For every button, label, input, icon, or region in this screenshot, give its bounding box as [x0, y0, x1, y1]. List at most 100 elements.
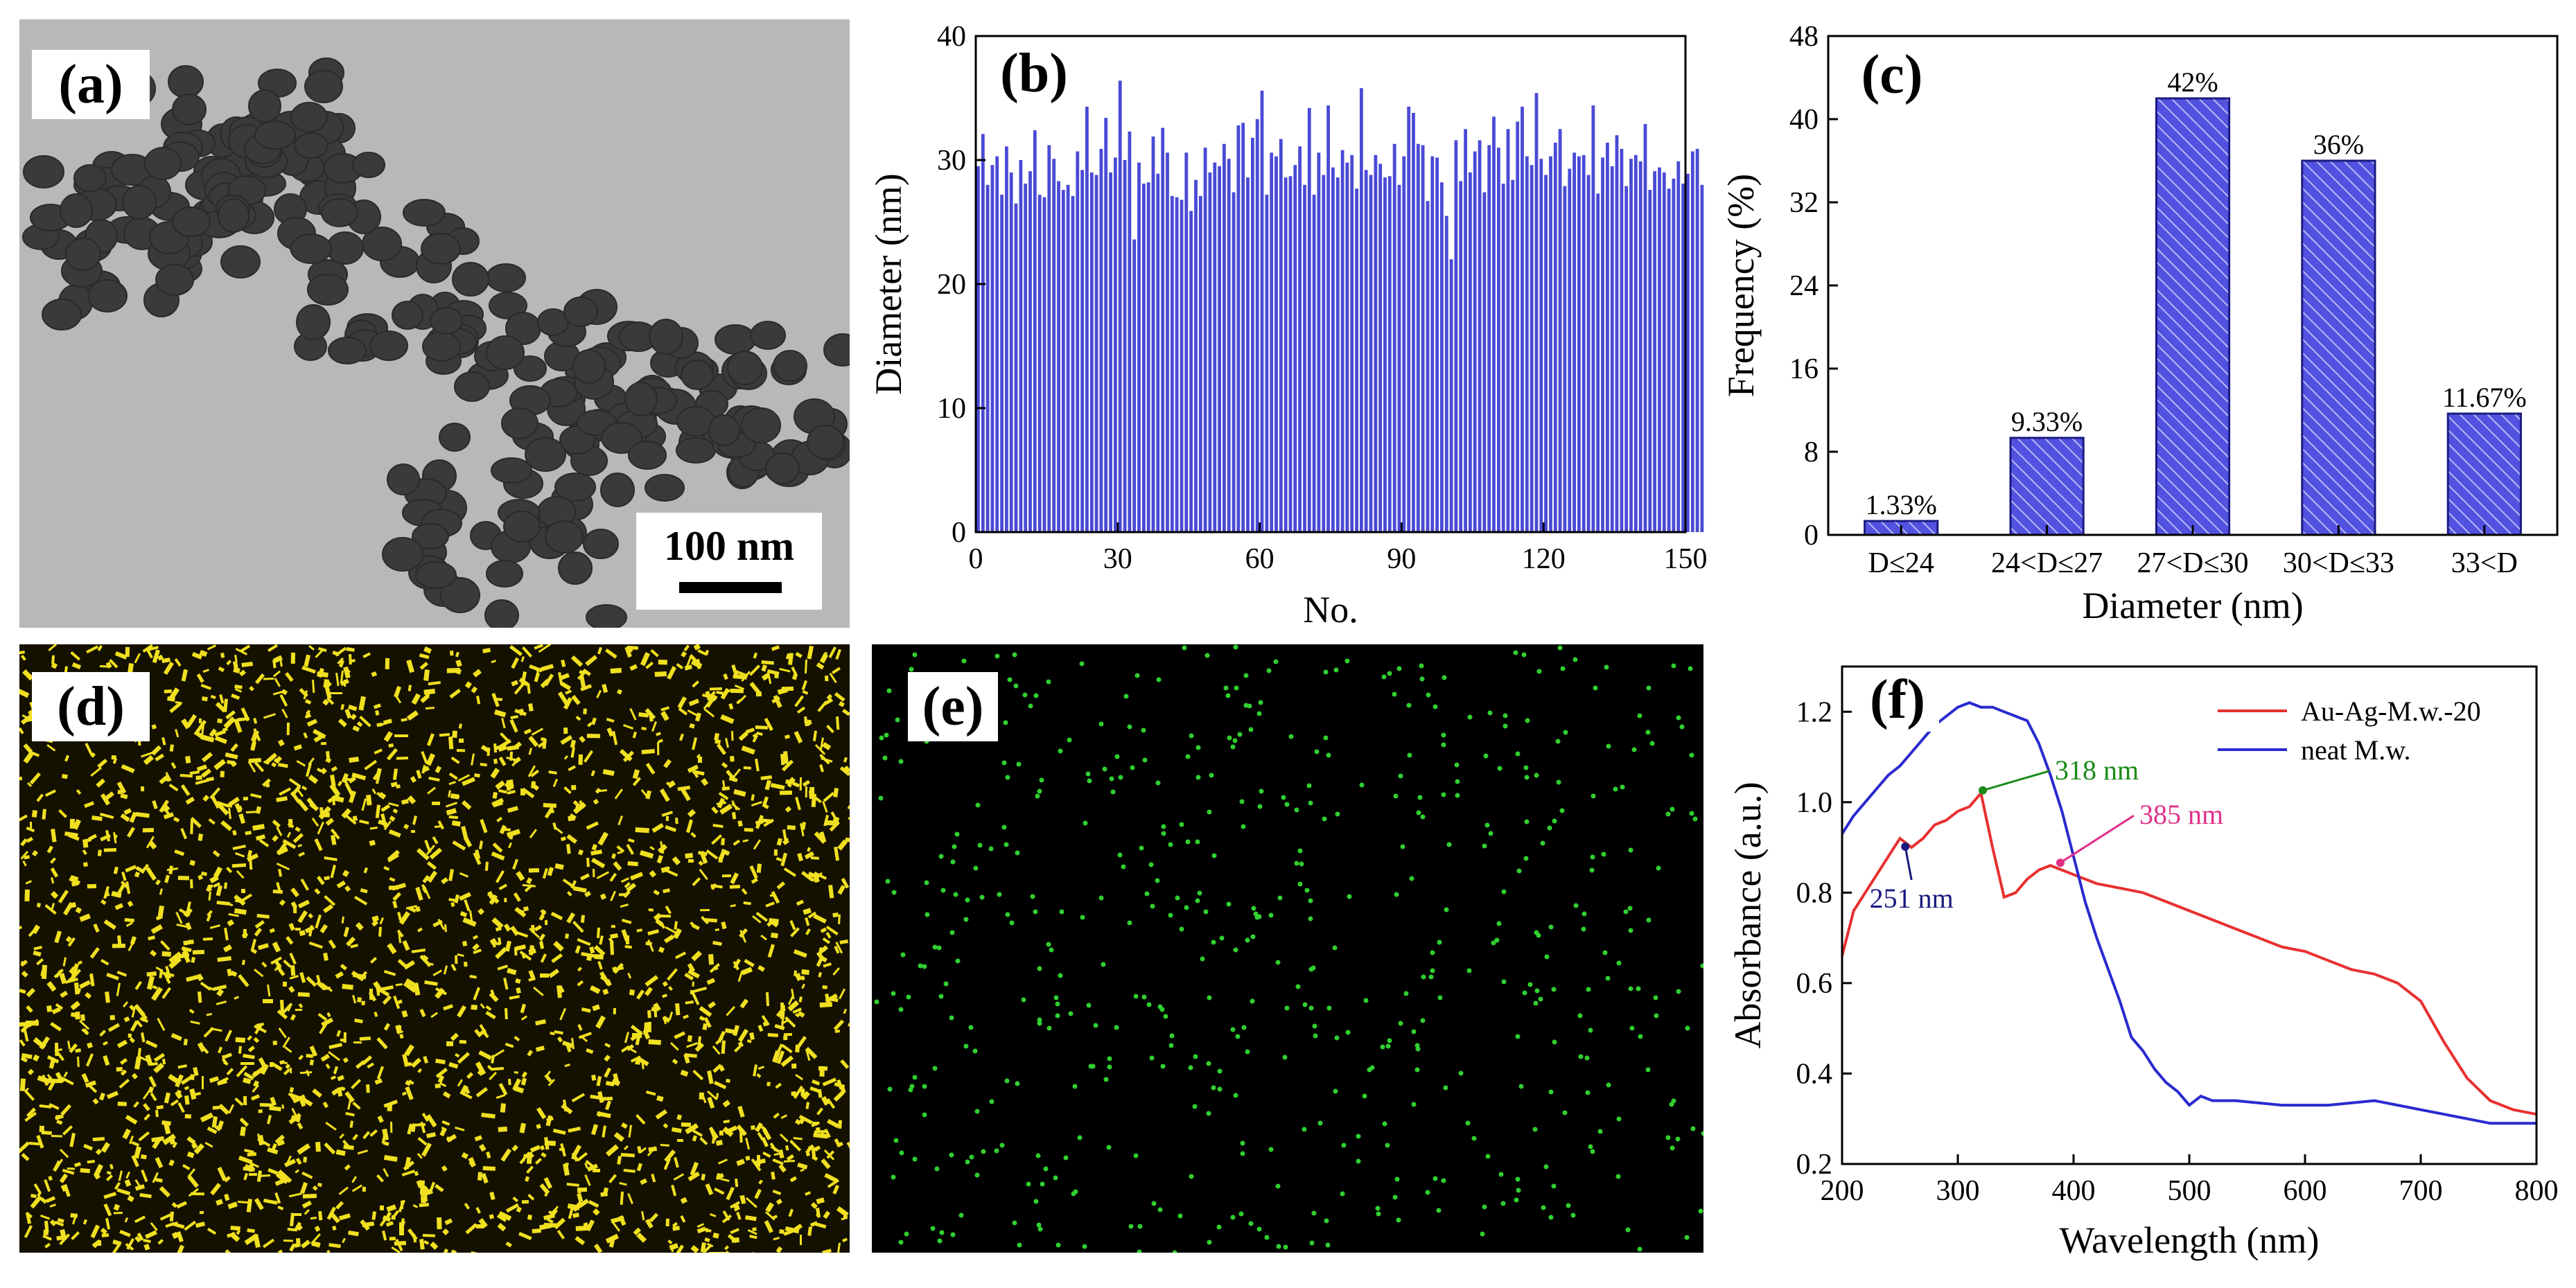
annotation-arrow [2060, 814, 2135, 864]
nanoparticle [87, 279, 128, 312]
map-speck [647, 939, 654, 952]
map-speck [168, 784, 179, 792]
map-speck [534, 924, 542, 932]
map-speck [572, 1212, 580, 1219]
nanoparticle [489, 292, 527, 319]
map-speck [423, 1056, 429, 1064]
map-speck [528, 736, 539, 748]
x-tick-label-b: 60 [1245, 543, 1274, 575]
y-tick-label-f: 0.2 [1796, 1149, 1833, 1181]
map-speck [571, 1093, 585, 1102]
map-speck [755, 759, 760, 772]
data-label-c: 9.33% [2011, 406, 2083, 437]
map-speck [364, 759, 377, 770]
map-speck [783, 867, 796, 877]
map-speck [315, 649, 324, 658]
map-speck [113, 1203, 121, 1211]
map-speck [383, 1154, 398, 1162]
nanoparticle [545, 520, 584, 554]
map-speck [240, 1126, 247, 1136]
map-speck [701, 1174, 706, 1181]
map-speck [73, 1162, 82, 1167]
map-speck [19, 1039, 26, 1047]
bar-b [1440, 182, 1444, 532]
map-speck [91, 815, 103, 822]
bar-b [1667, 188, 1671, 532]
map-speck [235, 648, 248, 655]
map-speck [692, 877, 701, 887]
map-speck [480, 1003, 485, 1009]
legend-label: Au-Ag-M.w.-20 [2301, 696, 2481, 727]
map-speck [532, 1228, 541, 1234]
map-speck [755, 725, 768, 730]
map-speck [745, 1215, 757, 1221]
bar-b [1558, 129, 1562, 533]
map-speck [300, 1182, 308, 1194]
map-speck [690, 1161, 699, 1176]
nanoparticle [248, 89, 281, 123]
bar-b [1298, 146, 1302, 533]
map-speck [801, 1091, 810, 1100]
bar-b [1563, 186, 1567, 532]
bar-b [1203, 148, 1207, 533]
map-speck [570, 813, 577, 819]
map-speck [234, 655, 238, 662]
map-speck [397, 959, 406, 967]
map-speck [316, 876, 325, 885]
map-speck [639, 1147, 647, 1154]
map-speck [752, 734, 758, 743]
map-speck [51, 1007, 62, 1014]
map-speck [155, 879, 161, 885]
map-speck [559, 1007, 566, 1021]
x-tick-label-c: 33<D [2451, 547, 2518, 579]
map-speck [150, 1222, 158, 1231]
map-speck [247, 1228, 255, 1233]
x-tick-label-b: 0 [969, 543, 983, 575]
bar-b [1241, 123, 1245, 533]
map-speck [234, 852, 245, 858]
bar-b [1317, 152, 1321, 533]
map-speck [493, 709, 507, 718]
map-speck [821, 1096, 830, 1106]
map-speck [260, 1174, 270, 1177]
bar-b [1071, 195, 1075, 532]
map-speck [522, 884, 536, 888]
map-speck [599, 935, 604, 945]
map-speck [222, 727, 228, 732]
bar-b [1672, 178, 1676, 532]
map-speck [688, 698, 699, 707]
map-speck [604, 1067, 611, 1078]
map-speck [289, 975, 299, 980]
map-speck [241, 662, 253, 667]
map-speck [823, 962, 832, 968]
map-speck [492, 1049, 505, 1058]
bar-b [1099, 148, 1103, 532]
map-speck [547, 867, 554, 876]
map-speck [353, 1041, 362, 1044]
map-speck [448, 815, 458, 820]
map-speck [794, 731, 803, 743]
map-speck [353, 896, 368, 906]
map-speck [730, 756, 735, 762]
plot-frame-f [1841, 665, 2538, 1165]
map-speck [800, 976, 805, 981]
map-speck [498, 1127, 507, 1132]
map-speck [279, 899, 286, 906]
nanoparticle [765, 452, 800, 484]
y-tick-label-b: 10 [937, 393, 966, 425]
map-speck [526, 877, 532, 885]
bar-b [1322, 175, 1326, 532]
map-speck [785, 1016, 796, 1028]
map-speck [199, 1211, 204, 1215]
map-speck [723, 1120, 730, 1124]
map-speck [390, 1122, 393, 1133]
map-speck [207, 1127, 218, 1134]
map-speck [799, 777, 802, 791]
map-speck [647, 929, 659, 936]
map-speck [680, 1215, 686, 1223]
bar-b [1539, 159, 1543, 532]
annotation-arrow [1904, 846, 1913, 881]
bar-b [1340, 150, 1344, 532]
nanoparticle [583, 529, 619, 559]
map-speck [512, 1197, 519, 1203]
